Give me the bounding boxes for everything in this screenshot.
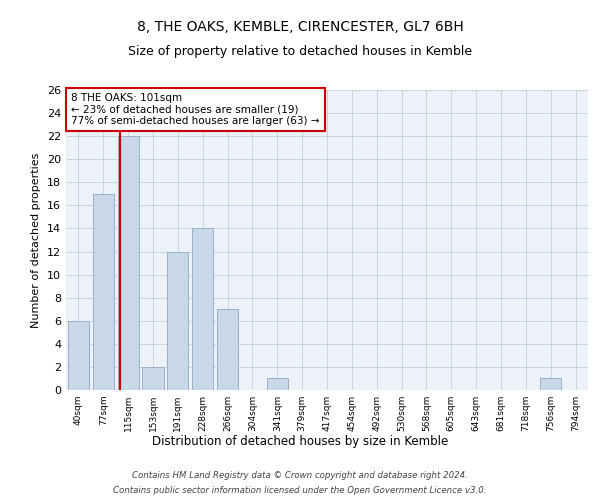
Text: Distribution of detached houses by size in Kemble: Distribution of detached houses by size … bbox=[152, 435, 448, 448]
Bar bbox=[142, 367, 164, 390]
Bar bbox=[192, 228, 213, 390]
Bar bbox=[267, 378, 288, 390]
Bar bbox=[217, 309, 238, 390]
Text: Size of property relative to detached houses in Kemble: Size of property relative to detached ho… bbox=[128, 45, 472, 58]
Text: Contains public sector information licensed under the Open Government Licence v3: Contains public sector information licen… bbox=[113, 486, 487, 495]
Text: 8 THE OAKS: 101sqm
← 23% of detached houses are smaller (19)
77% of semi-detache: 8 THE OAKS: 101sqm ← 23% of detached hou… bbox=[71, 93, 320, 126]
Bar bbox=[68, 321, 89, 390]
Text: Contains HM Land Registry data © Crown copyright and database right 2024.: Contains HM Land Registry data © Crown c… bbox=[132, 471, 468, 480]
Bar bbox=[118, 136, 139, 390]
Bar bbox=[93, 194, 114, 390]
Bar bbox=[540, 378, 561, 390]
Bar bbox=[167, 252, 188, 390]
Text: 8, THE OAKS, KEMBLE, CIRENCESTER, GL7 6BH: 8, THE OAKS, KEMBLE, CIRENCESTER, GL7 6B… bbox=[137, 20, 463, 34]
Y-axis label: Number of detached properties: Number of detached properties bbox=[31, 152, 41, 328]
